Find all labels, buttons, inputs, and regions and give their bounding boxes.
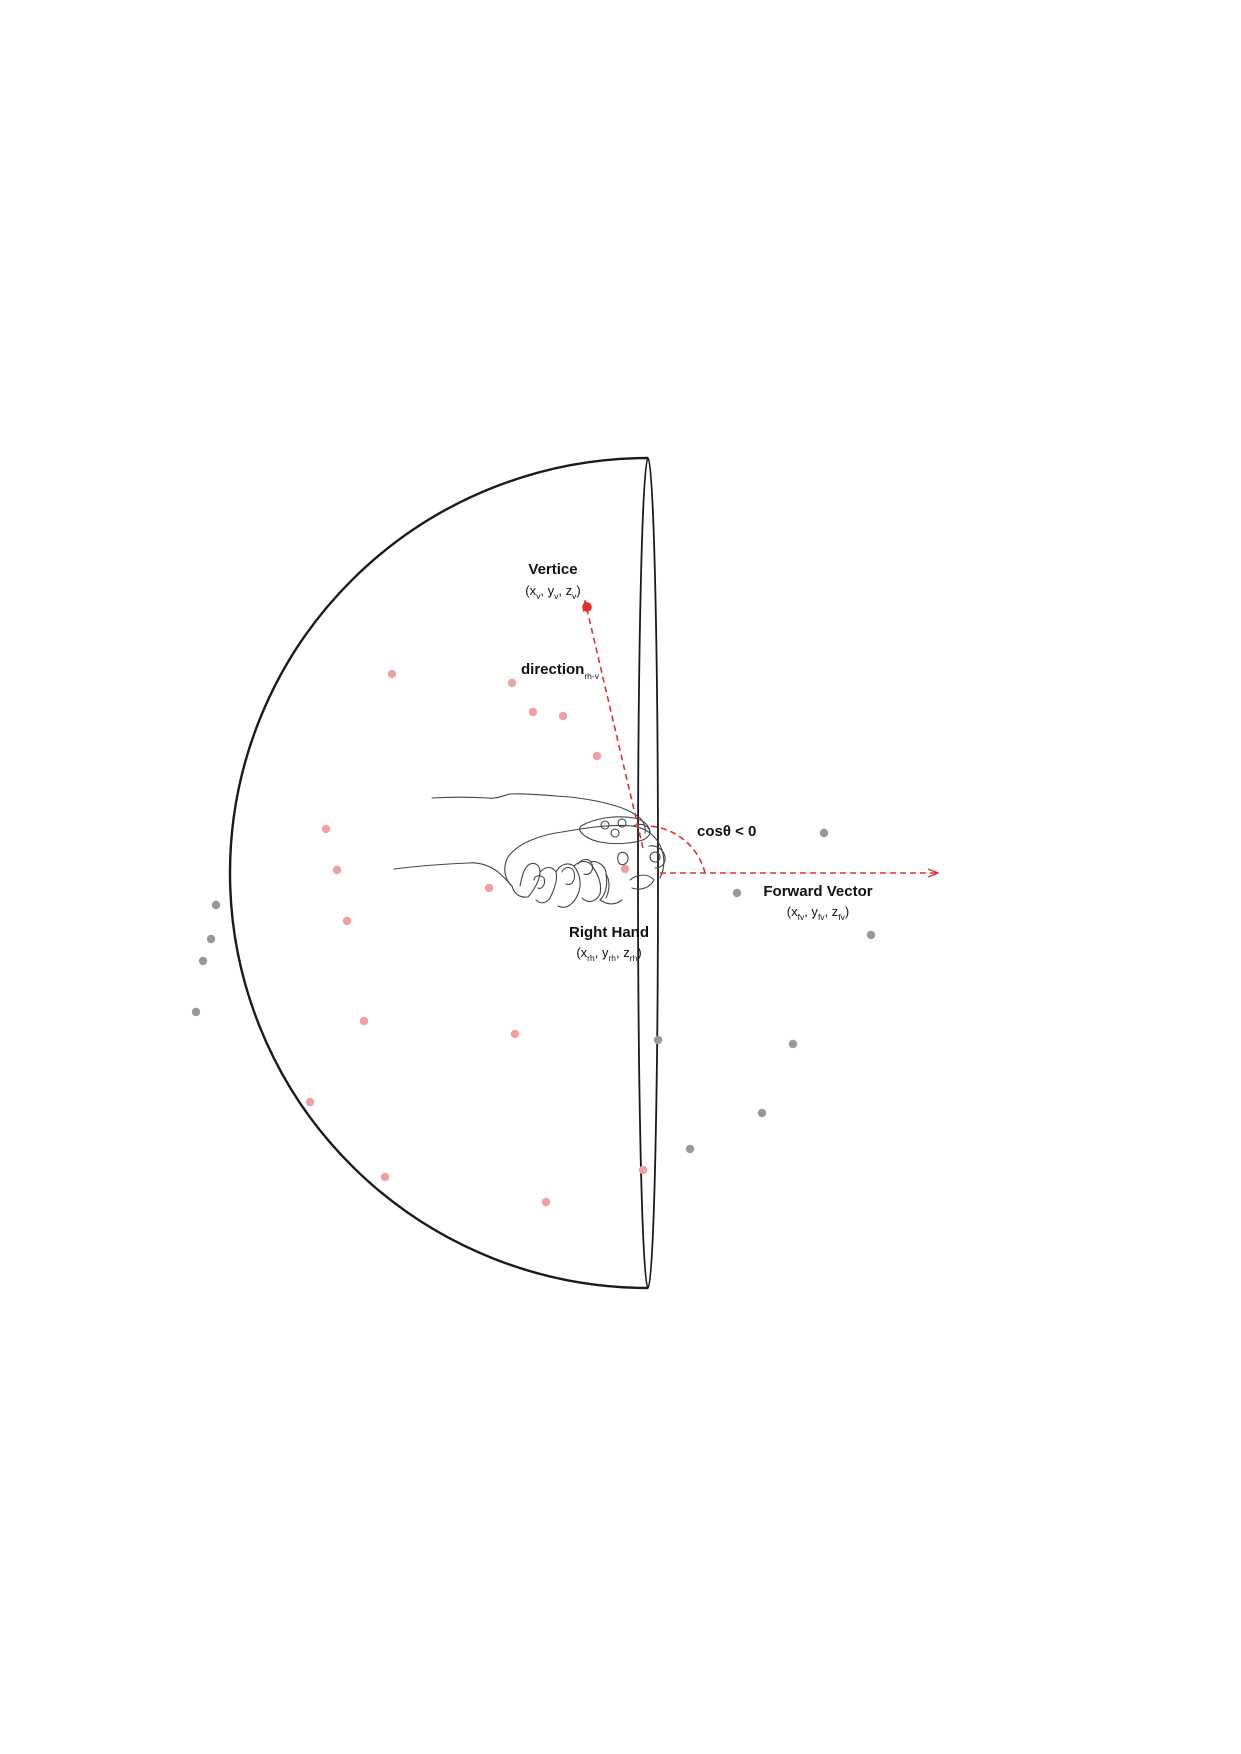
outside-point: [757, 1108, 767, 1118]
right-hand-title: Right Hand: [569, 924, 649, 941]
inside-point: [484, 883, 494, 893]
outside-point: [685, 1144, 695, 1154]
right-hand-illustration: [393, 793, 666, 908]
inside-point: [305, 1097, 315, 1107]
outside-point: [866, 930, 876, 940]
outside-point: [819, 828, 829, 838]
inside-point: [592, 751, 602, 761]
hemisphere-rim: [637, 457, 659, 1289]
inside-point: [528, 707, 538, 717]
inside-point: [321, 824, 331, 834]
outside-point: [788, 1039, 798, 1049]
angle-label: cosθ < 0: [697, 823, 756, 840]
forward-vector-title: Forward Vector: [763, 883, 872, 900]
hemisphere: [228, 456, 659, 1290]
inside-point: [342, 916, 352, 926]
vertice-coordinates: (xv, yv, zv): [525, 583, 580, 601]
outside-point: [732, 888, 742, 898]
outside-point: [191, 1007, 201, 1017]
inside-point: [359, 1016, 369, 1026]
inside-point: [387, 669, 397, 679]
inside-point: [558, 711, 568, 721]
inside-point: [638, 1165, 648, 1175]
vertice-point: [582, 602, 592, 612]
right-hand-coordinates: (xrh, yrh, zrh): [576, 945, 641, 963]
direction-vector: [585, 601, 644, 849]
forward-vector-coordinates: (xfv, yfv, zfv): [787, 904, 850, 922]
outside-point: [211, 900, 221, 910]
vertice-title: Vertice: [528, 561, 577, 578]
inside-point: [332, 865, 342, 875]
inside-point: [507, 678, 517, 688]
hemisphere-arc: [228, 456, 649, 1290]
direction-label: directionrh-v: [521, 661, 600, 681]
outside-points: [191, 828, 876, 1154]
inside-point: [380, 1172, 390, 1182]
outside-point: [653, 1035, 663, 1045]
outside-point: [206, 934, 216, 944]
inside-points: [305, 669, 648, 1207]
inside-point: [510, 1029, 520, 1039]
outside-point: [198, 956, 208, 966]
inside-point: [541, 1197, 551, 1207]
inside-point: [620, 864, 630, 874]
